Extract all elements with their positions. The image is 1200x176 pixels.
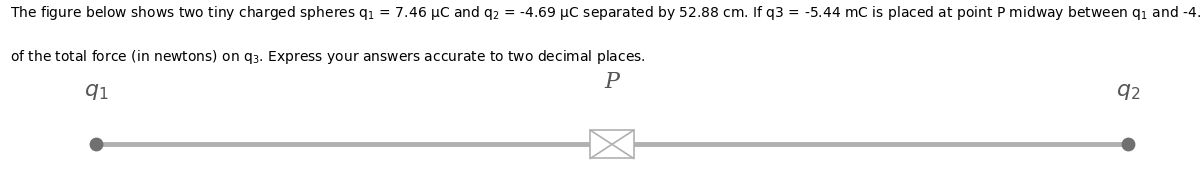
Text: The figure below shows two tiny charged spheres q$_1$ = 7.46 μC and q$_2$ = -4.6: The figure below shows two tiny charged … <box>10 4 1200 21</box>
Text: of the total force (in newtons) on q$_3$. Express your answers accurate to two d: of the total force (in newtons) on q$_3$… <box>10 48 646 65</box>
Point <box>86 143 106 146</box>
Bar <box>590 130 634 158</box>
Text: P: P <box>605 71 619 93</box>
Point <box>1118 143 1138 146</box>
Text: $q_2$: $q_2$ <box>1116 80 1140 102</box>
Text: $q_1$: $q_1$ <box>84 80 108 102</box>
